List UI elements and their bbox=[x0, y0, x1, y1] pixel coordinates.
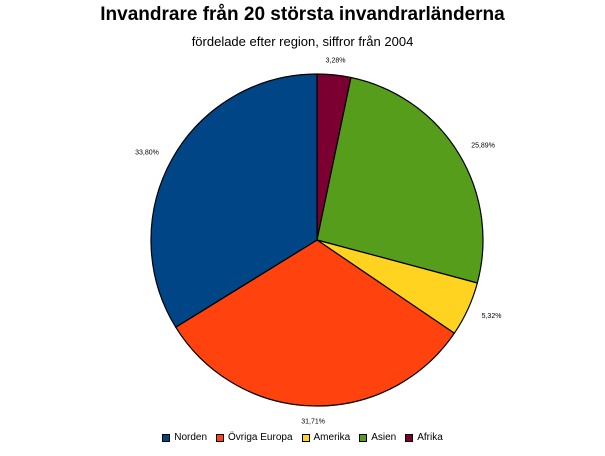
legend-swatch-amerika bbox=[301, 433, 310, 442]
chart-title: Invandrare från 20 största invandrarländ… bbox=[100, 4, 505, 25]
slice-label-ovriga-europa: 31,71% bbox=[301, 419, 325, 426]
legend-swatch-ovriga-europa bbox=[216, 433, 225, 442]
legend: Norden Övriga Europa Amerika Asien Afrik… bbox=[0, 432, 605, 443]
legend-label-afrika: Afrika bbox=[417, 432, 443, 443]
slice-label-asien: 25,89% bbox=[471, 143, 495, 150]
slice-label-amerika: 5,32% bbox=[482, 313, 502, 320]
chart-subtitle: fördelade efter region, siffror från 200… bbox=[191, 34, 414, 49]
legend-swatch-afrika bbox=[405, 433, 414, 442]
legend-item-asien: Asien bbox=[359, 432, 396, 443]
legend-item-norden: Norden bbox=[162, 432, 207, 443]
slice-label-norden: 33,80% bbox=[135, 149, 159, 156]
legend-item-ovriga-europa: Övriga Europa bbox=[216, 432, 293, 443]
pie-slice-asien bbox=[316, 76, 484, 284]
pie-slice-ovriga-europa bbox=[175, 239, 455, 407]
legend-label-asien: Asien bbox=[371, 432, 397, 443]
legend-swatch-norden bbox=[162, 433, 171, 442]
legend-item-amerika: Amerika bbox=[301, 432, 351, 443]
pie-slice-norden bbox=[150, 73, 318, 328]
legend-label-ovriga-europa: Övriga Europa bbox=[228, 432, 293, 443]
legend-label-amerika: Amerika bbox=[313, 432, 351, 443]
legend-swatch-asien bbox=[359, 433, 368, 442]
legend-label-norden: Norden bbox=[174, 432, 208, 443]
legend-item-afrika: Afrika bbox=[405, 432, 443, 443]
slice-label-afrika: 3,28% bbox=[326, 58, 346, 65]
